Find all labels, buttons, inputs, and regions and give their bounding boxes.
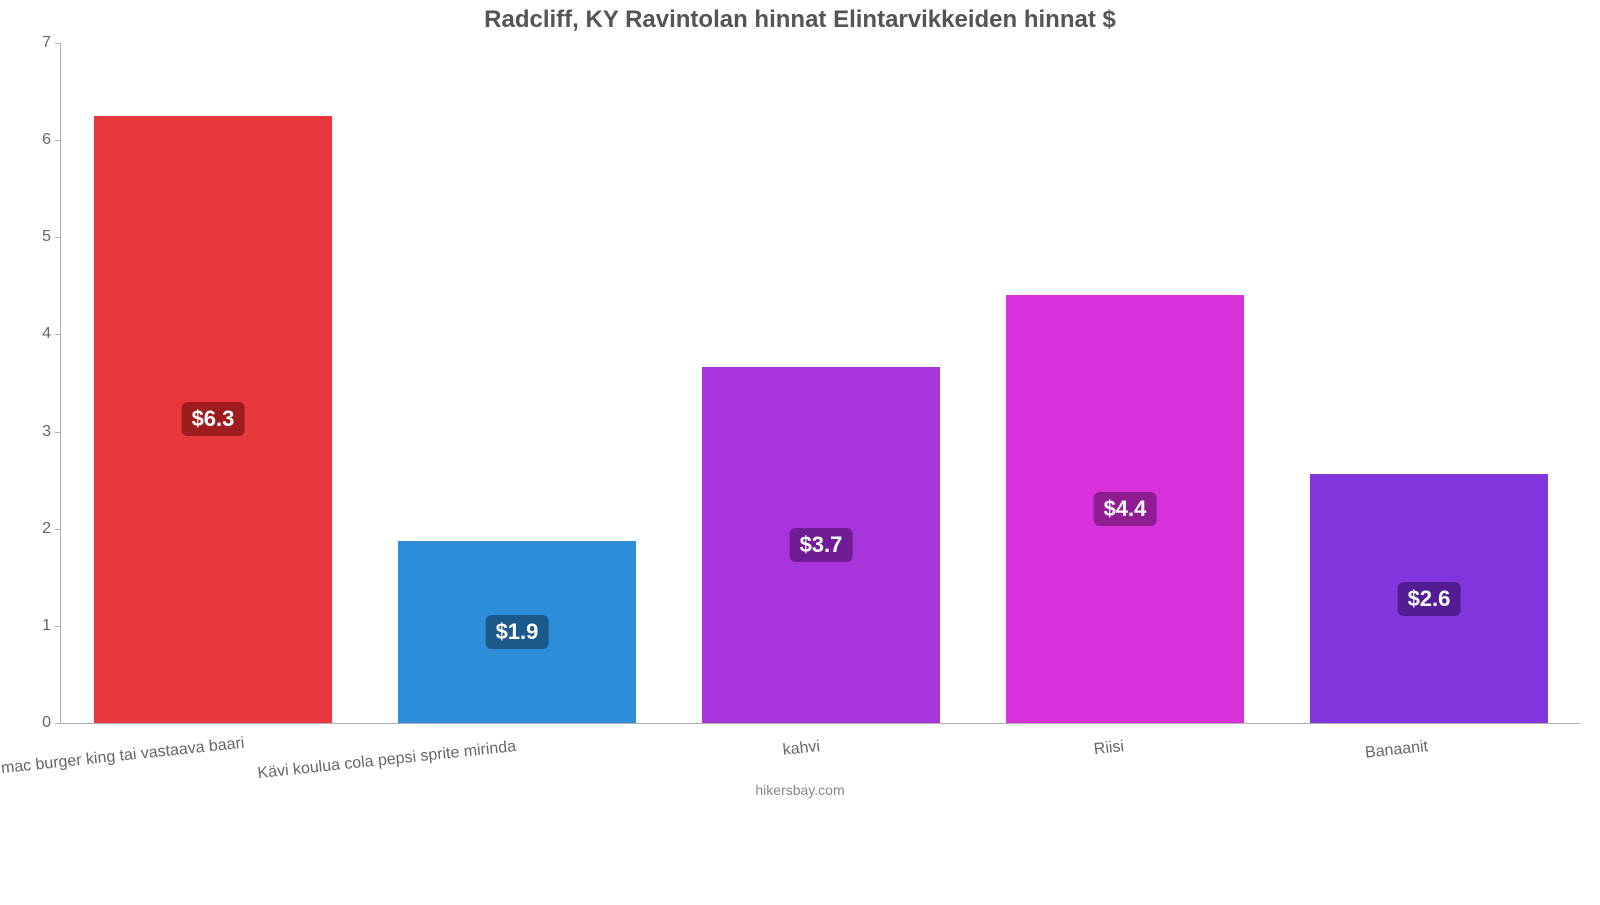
ytick-label: 6 [42,131,51,149]
ytick-mark [55,529,61,530]
value-badge: $4.4 [1094,492,1157,526]
bar: $3.7 [702,367,939,724]
chart-title: Radcliff, KY Ravintolan hinnat Elintarvi… [0,6,1600,34]
ytick-mark [55,140,61,141]
value-badge: $6.3 [182,402,245,436]
chart-container: Radcliff, KY Ravintolan hinnat Elintarvi… [0,0,1600,800]
ytick-mark [55,334,61,335]
ytick-mark [55,723,61,724]
value-badge: $2.6 [1398,582,1461,616]
ytick-label: 2 [42,520,51,538]
ytick-label: 5 [42,228,51,246]
bar: $1.9 [398,541,635,723]
value-badge: $3.7 [790,528,853,562]
ytick-label: 7 [42,34,51,52]
ytick-mark [55,237,61,238]
ytick-label: 0 [42,714,51,732]
ytick-mark [55,432,61,433]
value-badge: $1.9 [486,615,549,649]
plot-area: 01234567 $6.3$1.9$3.7$4.4$2.6 [60,44,1580,724]
chart-footer: hikersbay.com [0,782,1600,798]
bar: $4.4 [1006,295,1243,723]
ytick-label: 3 [42,423,51,441]
ytick-mark [55,626,61,627]
bar: $2.6 [1310,474,1547,723]
bar: $6.3 [94,116,331,723]
ytick-label: 1 [42,617,51,635]
ytick-label: 4 [42,325,51,343]
ytick-mark [55,43,61,44]
